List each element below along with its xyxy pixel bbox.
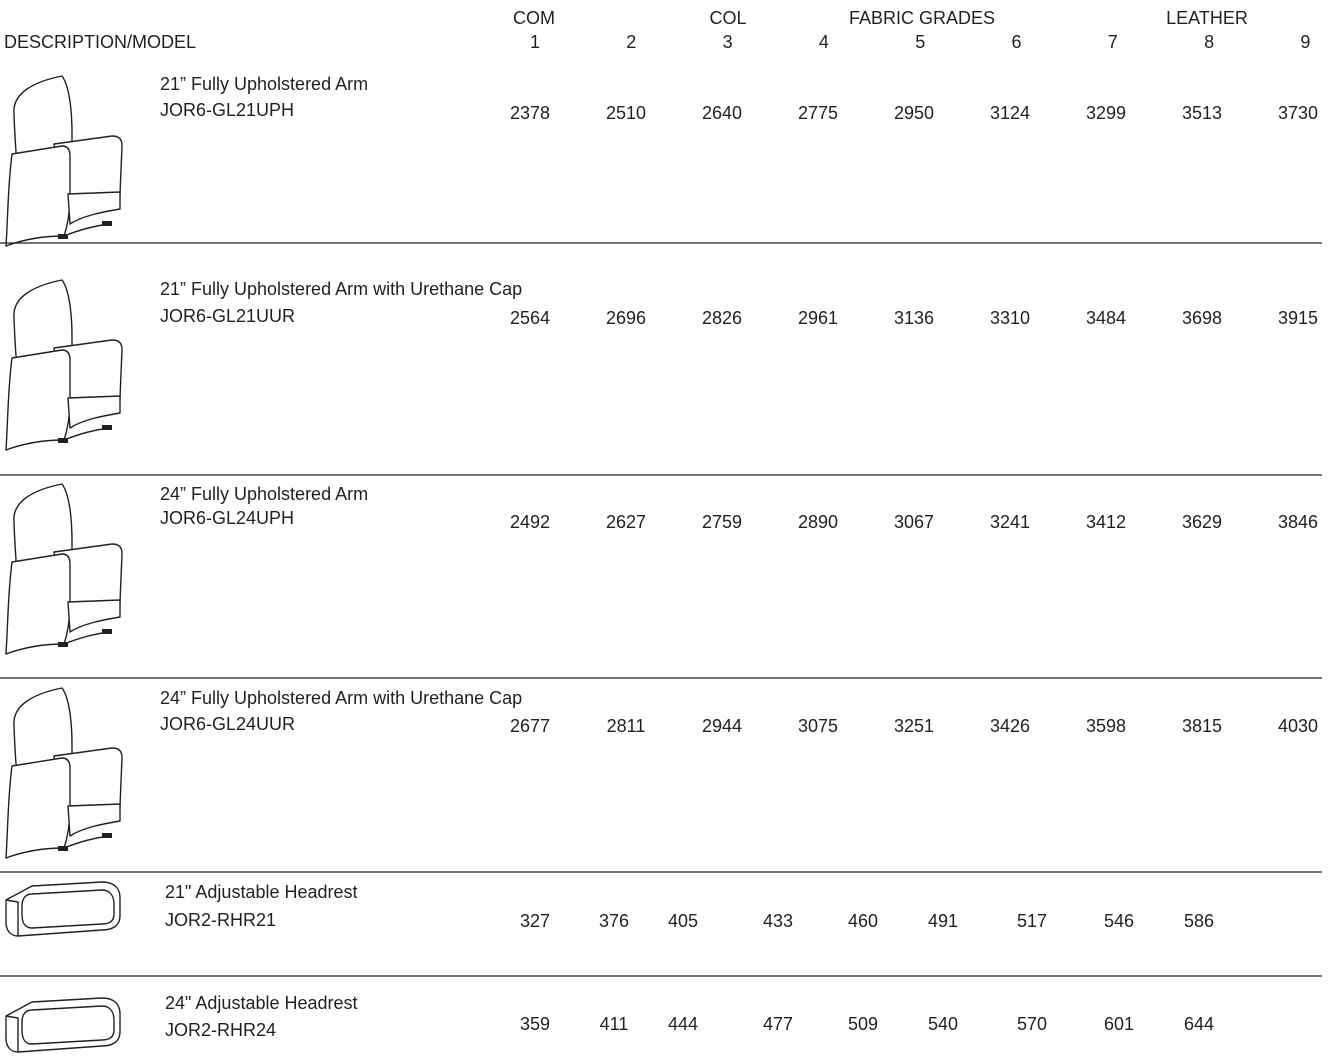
price: 2640 <box>702 103 742 123</box>
price: 2492 <box>510 512 550 532</box>
group-header: LEATHER <box>1166 8 1248 28</box>
price: 586 <box>1184 911 1214 931</box>
price: 2961 <box>798 308 838 328</box>
price: 3598 <box>1086 716 1126 736</box>
price: 405 <box>668 911 698 931</box>
group-header: COL <box>709 8 746 28</box>
price: 3136 <box>894 308 934 328</box>
grade-header: 2 <box>626 32 636 52</box>
price: 601 <box>1104 1014 1134 1034</box>
price: 644 <box>1184 1014 1214 1034</box>
price: 444 <box>668 1014 698 1034</box>
price: 3299 <box>1086 103 1126 123</box>
chair-image <box>5 483 123 655</box>
price: 359 <box>520 1014 550 1034</box>
price: 4030 <box>1278 716 1318 736</box>
item-description: 21” Fully Upholstered Arm with Urethane … <box>160 279 522 299</box>
model-number: JOR6-GL24UPH <box>160 508 294 528</box>
price: 2775 <box>798 103 838 123</box>
grade-header: 3 <box>723 32 733 52</box>
price: 3846 <box>1278 512 1318 532</box>
price: 540 <box>928 1014 958 1034</box>
price: 2510 <box>606 103 646 123</box>
price: 2826 <box>702 308 742 328</box>
grade-header: 4 <box>819 32 829 52</box>
price: 2811 <box>607 716 646 736</box>
price: 2378 <box>510 103 550 123</box>
price: 327 <box>520 911 550 931</box>
price: 2950 <box>894 103 934 123</box>
chair-image <box>5 687 123 859</box>
price: 3412 <box>1086 512 1126 532</box>
price: 3815 <box>1182 716 1222 736</box>
price: 433 <box>763 911 793 931</box>
model-number: JOR2-RHR24 <box>165 1020 276 1040</box>
model-number: JOR6-GL24UUR <box>160 714 295 734</box>
price: 3124 <box>990 103 1030 123</box>
model-number: JOR6-GL21UUR <box>160 306 295 326</box>
price: 3067 <box>894 512 934 532</box>
item-description: 24” Fully Upholstered Arm with Urethane … <box>160 688 522 708</box>
item-description: 24” Fully Upholstered Arm <box>160 484 368 504</box>
price: 546 <box>1104 911 1134 931</box>
price: 3484 <box>1086 308 1126 328</box>
price: 3241 <box>990 512 1030 532</box>
price: 2890 <box>798 512 838 532</box>
item-description: 24" Adjustable Headrest <box>165 993 358 1013</box>
group-header: COM <box>513 8 555 28</box>
price: 3915 <box>1278 308 1318 328</box>
price: 3513 <box>1182 103 1222 123</box>
model-number: JOR6-GL21UPH <box>160 100 294 120</box>
model-number: JOR2-RHR21 <box>165 910 276 930</box>
price: 2677 <box>510 716 550 736</box>
grade-header: 8 <box>1204 32 1214 52</box>
price: 3426 <box>990 716 1030 736</box>
price: 2627 <box>606 512 646 532</box>
chair-image <box>5 75 123 247</box>
group-header: FABRIC GRADES <box>849 8 995 28</box>
headrest-image <box>5 881 121 937</box>
price: 517 <box>1017 911 1047 931</box>
price: 2696 <box>606 308 646 328</box>
price: 460 <box>848 911 878 931</box>
price: 2564 <box>510 308 550 328</box>
price: 3075 <box>798 716 838 736</box>
price: 3251 <box>894 716 934 736</box>
price: 411 <box>600 1014 629 1034</box>
column-header: DESCRIPTION/MODEL <box>4 32 196 52</box>
price: 3698 <box>1182 308 1222 328</box>
price: 3730 <box>1278 103 1318 123</box>
grade-header: 5 <box>915 32 925 52</box>
price: 570 <box>1017 1014 1047 1034</box>
grade-header: 7 <box>1108 32 1118 52</box>
price: 477 <box>763 1014 793 1034</box>
price: 2944 <box>702 716 742 736</box>
chair-image <box>5 279 123 451</box>
price: 3310 <box>990 308 1030 328</box>
grade-header: 9 <box>1300 32 1310 52</box>
price: 3629 <box>1182 512 1222 532</box>
item-description: 21" Adjustable Headrest <box>165 882 358 902</box>
price: 491 <box>928 911 958 931</box>
price: 2759 <box>702 512 742 532</box>
headrest-image <box>5 997 121 1053</box>
item-description: 21” Fully Upholstered Arm <box>160 74 368 94</box>
grade-header: 1 <box>530 32 540 52</box>
price: 376 <box>599 911 629 931</box>
price: 509 <box>848 1014 878 1034</box>
grade-header: 6 <box>1011 32 1021 52</box>
